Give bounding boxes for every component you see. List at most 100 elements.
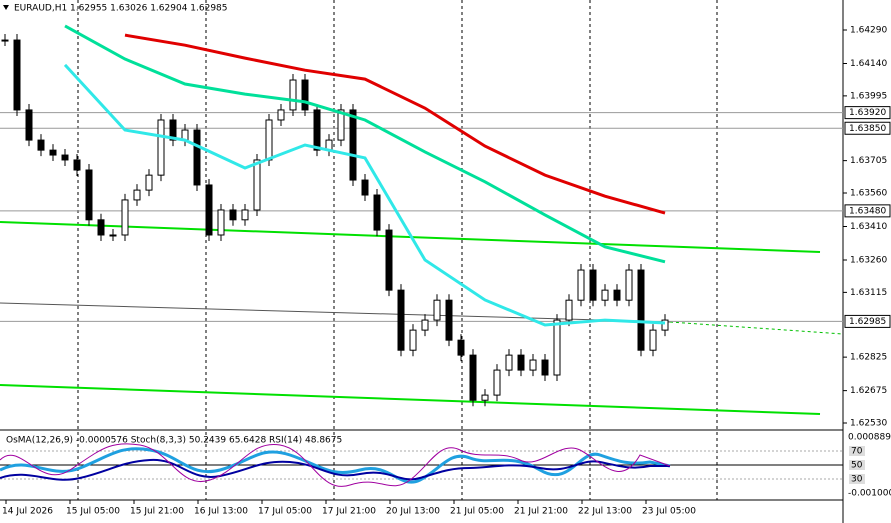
time-label: 23 Jul 05:00 <box>642 507 696 517</box>
time-label: 17 Jul 05:00 <box>258 507 312 517</box>
candle <box>565 299 573 321</box>
level-box <box>844 314 891 328</box>
time-label: 21 Jul 21:00 <box>514 507 568 517</box>
candle <box>121 199 129 236</box>
level-box <box>844 204 891 218</box>
candle <box>553 319 561 376</box>
indicator-level-box <box>849 446 865 456</box>
price-label: 1.64290 <box>850 26 887 36</box>
moving-average <box>64 24 666 264</box>
time-label: 21 Jul 05:00 <box>450 507 504 517</box>
price-label: 1.62675 <box>850 386 887 396</box>
candle <box>193 129 201 186</box>
candle <box>637 269 645 351</box>
candle <box>397 289 405 351</box>
indicator-level-label: 30 <box>851 475 863 485</box>
candle <box>469 354 477 401</box>
candle <box>481 394 489 401</box>
indicator-axis-label: 0.000889 <box>848 433 891 443</box>
level-box <box>844 121 891 135</box>
channel-extension <box>669 321 844 335</box>
candle <box>661 319 669 331</box>
level-box <box>844 106 891 120</box>
indicator-pane: OsMA(12,26,9) -0.0000576 Stoch(8,3,3) 50… <box>0 433 891 499</box>
day-separators <box>77 0 718 500</box>
indicator-level-label: 50 <box>851 461 863 471</box>
candle <box>529 359 537 371</box>
trend-line <box>0 384 821 415</box>
price-label: 1.64140 <box>850 59 887 69</box>
candle <box>493 369 501 396</box>
candle <box>349 109 357 181</box>
candle <box>649 329 657 351</box>
level-label: 1.63850 <box>849 124 886 134</box>
candle <box>613 289 621 301</box>
indicator-header: OsMA(12,26,9) -0.0000576 Stoch(8,3,3) 50… <box>6 436 342 446</box>
channel-line <box>0 302 671 323</box>
candle <box>301 79 309 111</box>
level-label: 1.63920 <box>849 108 886 118</box>
candle <box>97 219 105 236</box>
candle <box>409 329 417 351</box>
candle <box>25 109 33 141</box>
candle <box>229 209 237 221</box>
candle <box>253 159 261 211</box>
candle <box>157 119 165 176</box>
time-label: 15 Jul 05:00 <box>66 507 120 517</box>
candle <box>337 109 345 141</box>
candle <box>217 209 225 236</box>
candle <box>589 269 597 301</box>
candle <box>457 339 465 356</box>
candle <box>13 39 21 111</box>
candle <box>541 359 549 376</box>
candle <box>373 194 381 231</box>
price-label: 1.62530 <box>850 419 887 429</box>
candle <box>85 169 93 221</box>
price-label: 1.63560 <box>850 189 887 199</box>
time-label: 14 Jul 2026 <box>2 507 53 517</box>
candle <box>385 229 393 291</box>
candle <box>289 79 297 111</box>
candle <box>265 119 273 161</box>
price-label: 1.63410 <box>850 222 887 232</box>
indicator-level-box <box>849 460 865 470</box>
time-label: 15 Jul 21:00 <box>130 507 184 517</box>
price-label: 1.63705 <box>850 156 887 166</box>
candle <box>133 189 141 201</box>
candle <box>169 119 177 141</box>
candle <box>241 209 249 221</box>
candle <box>205 184 213 236</box>
price-label: 1.62825 <box>850 353 887 363</box>
candle <box>49 149 57 156</box>
candle <box>601 289 609 301</box>
candle <box>445 299 453 341</box>
price-label: 1.63260 <box>850 255 887 265</box>
candle <box>277 109 285 121</box>
candle <box>433 299 441 321</box>
header-arrow <box>3 5 9 10</box>
time-label: 22 Jul 13:00 <box>578 507 632 517</box>
candle <box>421 319 429 331</box>
candle <box>61 154 69 161</box>
candle <box>73 159 81 171</box>
moving-average <box>63 63 666 327</box>
price-label: 1.63995 <box>850 91 887 101</box>
symbol-header: EURAUD,H1 1.62955 1.63026 1.62904 1.6298… <box>14 4 228 14</box>
candle <box>517 354 525 371</box>
candle <box>361 179 369 196</box>
candle <box>109 234 117 237</box>
level-label: 1.63480 <box>849 206 886 216</box>
indicator-axis-label: -0.001000 <box>848 489 891 499</box>
candle <box>505 354 513 371</box>
indicator-level-label: 70 <box>851 447 863 457</box>
level-label: 1.62985 <box>849 317 886 327</box>
candle <box>37 139 45 151</box>
indicator-level-box <box>849 474 865 484</box>
candle <box>145 174 153 191</box>
time-label: 20 Jul 13:00 <box>386 507 440 517</box>
time-label: 16 Jul 13:00 <box>194 507 248 517</box>
candle <box>1 39 9 42</box>
time-label: 17 Jul 21:00 <box>322 507 376 517</box>
